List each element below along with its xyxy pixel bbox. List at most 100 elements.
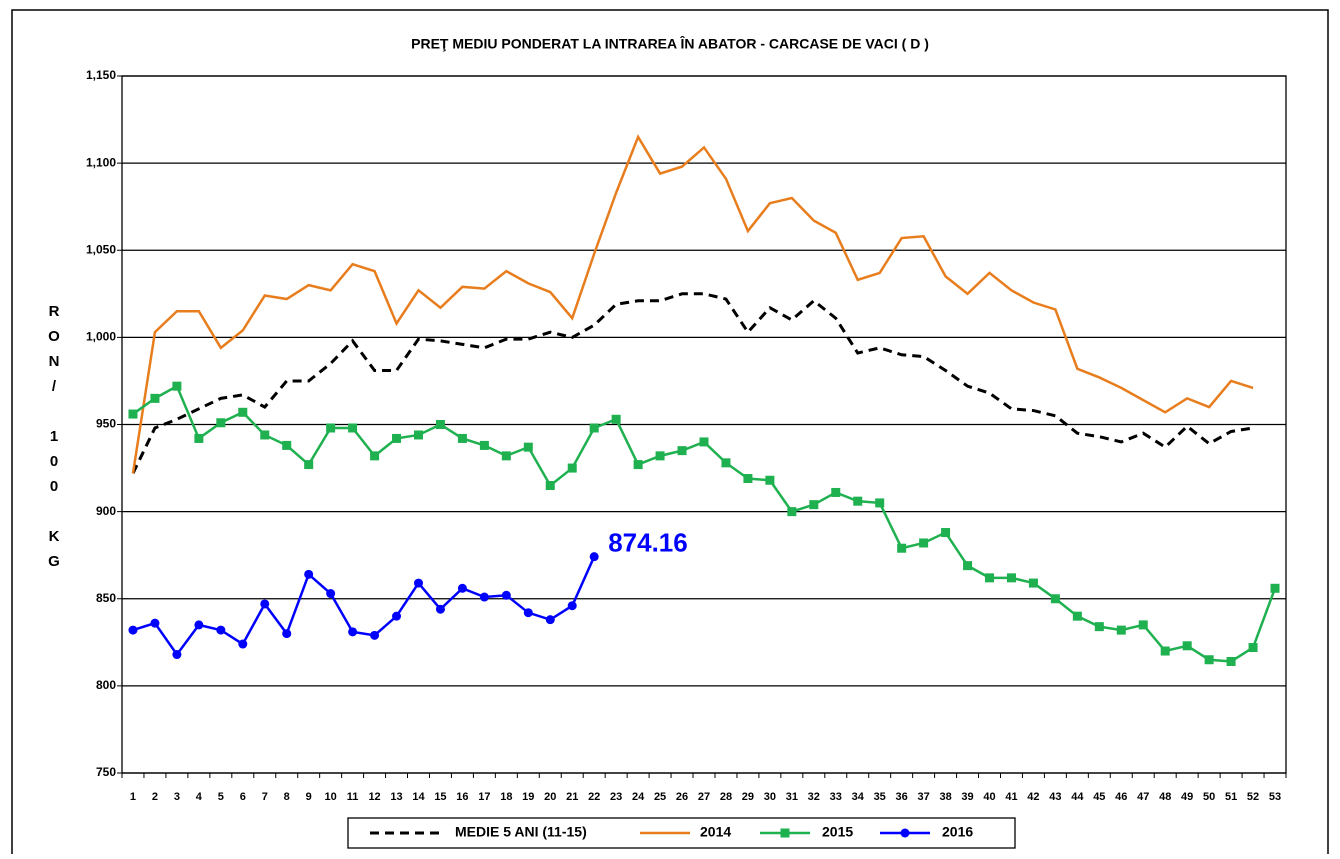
point bbox=[875, 498, 885, 508]
point bbox=[1094, 622, 1104, 632]
point bbox=[1226, 656, 1236, 666]
y-tick-label: 1,100 bbox=[86, 155, 116, 169]
point bbox=[831, 487, 841, 497]
point bbox=[1182, 641, 1192, 651]
point bbox=[1028, 578, 1038, 588]
point bbox=[589, 423, 599, 433]
x-tick-label: 28 bbox=[720, 791, 732, 803]
point bbox=[655, 451, 665, 461]
point bbox=[128, 409, 138, 419]
point bbox=[435, 604, 445, 614]
point bbox=[523, 442, 533, 452]
point bbox=[1204, 655, 1214, 665]
point bbox=[216, 418, 226, 428]
point bbox=[567, 601, 577, 611]
x-tick-label: 23 bbox=[610, 791, 622, 803]
y-tick-label: 800 bbox=[96, 678, 116, 692]
point bbox=[523, 608, 533, 618]
point bbox=[128, 625, 138, 635]
point bbox=[1050, 594, 1060, 604]
point bbox=[1138, 620, 1148, 630]
point bbox=[677, 446, 687, 456]
y-tick-label: 750 bbox=[96, 765, 116, 779]
point bbox=[304, 460, 314, 470]
point bbox=[216, 625, 226, 635]
y-tick-label: 1,000 bbox=[86, 330, 116, 344]
point bbox=[370, 451, 380, 461]
x-tick-label: 18 bbox=[500, 791, 512, 803]
x-tick-label: 11 bbox=[347, 791, 359, 803]
x-tick-label: 50 bbox=[1203, 791, 1215, 803]
point bbox=[172, 381, 182, 391]
x-tick-label: 31 bbox=[786, 791, 798, 803]
x-tick-label: 52 bbox=[1247, 791, 1259, 803]
point bbox=[326, 589, 336, 599]
legend-label: 2015 bbox=[822, 824, 853, 840]
point bbox=[963, 561, 973, 571]
x-tick-label: 48 bbox=[1159, 791, 1171, 803]
x-tick-label: 35 bbox=[874, 791, 886, 803]
y-tick-label: 1,050 bbox=[86, 242, 116, 256]
point bbox=[150, 393, 160, 403]
plot-border bbox=[121, 75, 1287, 774]
point bbox=[1116, 625, 1126, 635]
x-tick-label: 47 bbox=[1137, 791, 1149, 803]
x-tick-label: 25 bbox=[654, 791, 666, 803]
y-tick-label: 850 bbox=[96, 591, 116, 605]
x-tick-label: 51 bbox=[1225, 791, 1237, 803]
point bbox=[941, 528, 951, 538]
x-tick-label: 15 bbox=[434, 791, 446, 803]
x-tick-label: 33 bbox=[830, 791, 842, 803]
legend-marker bbox=[780, 828, 790, 838]
x-tick-label: 37 bbox=[917, 791, 929, 803]
x-tick-label: 8 bbox=[284, 791, 290, 803]
point bbox=[457, 583, 467, 593]
point bbox=[853, 496, 863, 506]
x-tick-label: 12 bbox=[368, 791, 380, 803]
x-tick-label: 3 bbox=[174, 791, 180, 803]
point bbox=[479, 440, 489, 450]
chart-frame bbox=[11, 9, 1329, 859]
point bbox=[479, 592, 489, 602]
x-tick-label: 22 bbox=[588, 791, 600, 803]
x-tick-label: 30 bbox=[764, 791, 776, 803]
series-line bbox=[131, 292, 1254, 474]
point bbox=[172, 650, 182, 660]
x-tick-label: 9 bbox=[306, 791, 312, 803]
point bbox=[392, 611, 402, 621]
point bbox=[699, 437, 709, 447]
legend-label: 2014 bbox=[700, 824, 731, 840]
point bbox=[985, 573, 995, 583]
point bbox=[501, 590, 511, 600]
x-tick-label: 26 bbox=[676, 791, 688, 803]
legend-label: MEDIE 5 ANI (11-15) bbox=[455, 824, 587, 840]
point bbox=[589, 552, 599, 562]
point bbox=[897, 543, 907, 553]
x-tick-label: 42 bbox=[1027, 791, 1039, 803]
x-tick-label: 19 bbox=[522, 791, 534, 803]
x-tick-label: 4 bbox=[196, 791, 203, 803]
point bbox=[304, 569, 314, 579]
x-tick-label: 29 bbox=[742, 791, 754, 803]
point bbox=[1248, 643, 1258, 653]
x-tick-label: 1 bbox=[130, 791, 136, 803]
point bbox=[743, 474, 753, 484]
point bbox=[809, 500, 819, 510]
x-tick-label: 7 bbox=[262, 791, 268, 803]
x-tick-label: 24 bbox=[632, 791, 645, 803]
x-tick-label: 32 bbox=[808, 791, 820, 803]
point bbox=[721, 458, 731, 468]
x-tick-label: 6 bbox=[240, 791, 246, 803]
x-tick-label: 21 bbox=[566, 791, 578, 803]
point bbox=[545, 480, 555, 490]
point bbox=[633, 460, 643, 470]
data-label: 874.16 bbox=[608, 528, 688, 558]
point bbox=[457, 433, 467, 443]
x-tick-label: 13 bbox=[390, 791, 402, 803]
point bbox=[326, 423, 336, 433]
point bbox=[194, 433, 204, 443]
point bbox=[1072, 611, 1082, 621]
point bbox=[545, 615, 555, 625]
point bbox=[194, 620, 204, 630]
point bbox=[238, 407, 248, 417]
